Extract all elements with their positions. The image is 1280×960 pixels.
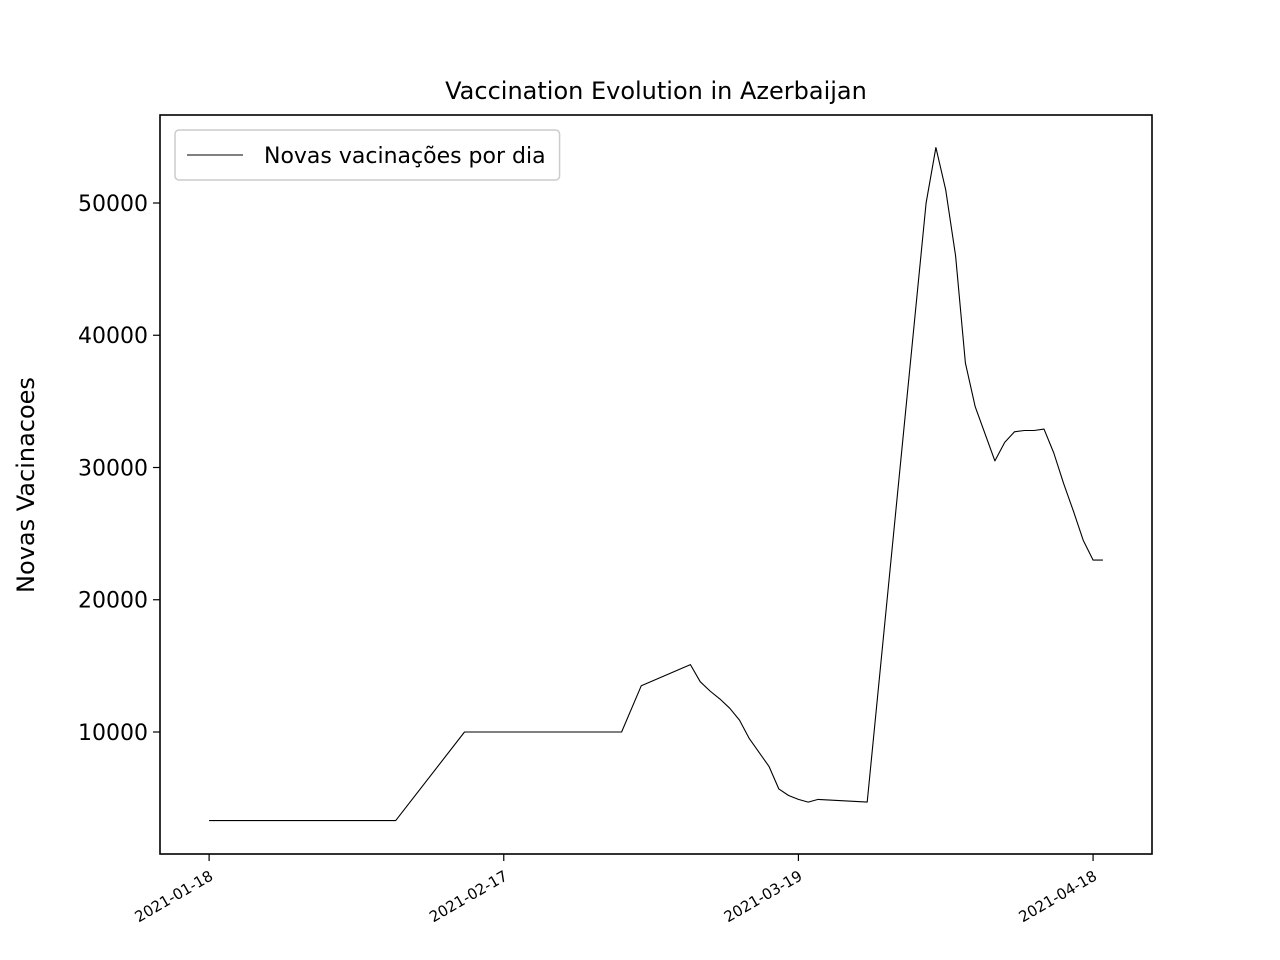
y-tick-label: 40000 xyxy=(78,324,148,349)
line xyxy=(209,146,1103,822)
legend-label: Novas vacinações por dia xyxy=(264,144,546,169)
y-axis-label: Novas Vacinacoes xyxy=(12,377,40,593)
y-tick-label: 10000 xyxy=(78,721,148,746)
x-axis-label: Data xyxy=(627,956,684,960)
y-tick-label: 20000 xyxy=(78,589,148,614)
y-tick-label: 50000 xyxy=(78,192,148,217)
y-tick-label: 30000 xyxy=(78,456,148,481)
x-tick-label: 2021-02-17 xyxy=(426,867,511,926)
x-tick-label: 2021-01-18 xyxy=(132,867,217,926)
plot-frame xyxy=(159,114,1153,855)
x-tick-label: 2021-03-19 xyxy=(721,867,806,926)
x-tick-label: 2021-04-18 xyxy=(1016,867,1101,926)
chart-title: Vaccination Evolution in Azerbaijan xyxy=(445,77,867,105)
legend: Novas vacinações por dia xyxy=(174,129,561,181)
legend-frame xyxy=(174,129,561,181)
